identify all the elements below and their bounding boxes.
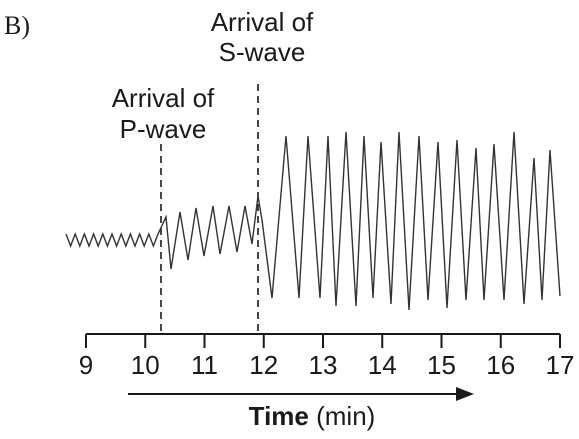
time-tick-label: 9 — [79, 350, 93, 380]
time-axis-title-space — [309, 401, 316, 431]
time-tick-label: 13 — [309, 350, 338, 380]
time-tick-label: 12 — [249, 350, 278, 380]
p-wave-label-line2: P-wave — [120, 114, 207, 144]
time-axis-title-bold: Time — [249, 401, 309, 431]
s-wave-label-line1: Arrival of — [211, 7, 314, 37]
time-tick-label: 14 — [368, 350, 397, 380]
s-wave-label-line2: S-wave — [219, 37, 306, 67]
seismic-trace — [65, 131, 561, 311]
p-wave-label-line1: Arrival of — [112, 83, 215, 113]
time-tick-label: 16 — [486, 350, 515, 380]
time-arrow-head — [456, 387, 474, 401]
time-tick-label: 10 — [131, 350, 160, 380]
time-axis-title: Time (min) — [249, 401, 376, 431]
figure-label: B) — [4, 11, 30, 40]
time-axis-ticks: 9 10 11 12 13 14 15 16 17 — [79, 334, 575, 380]
time-axis-title-unit: (min) — [316, 401, 375, 431]
time-tick-label: 15 — [427, 350, 456, 380]
time-tick-label: 11 — [191, 350, 218, 380]
time-tick-label: 17 — [546, 350, 575, 380]
